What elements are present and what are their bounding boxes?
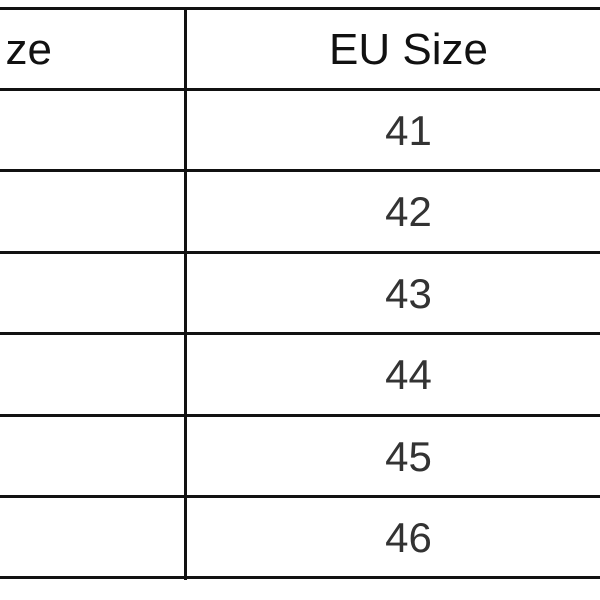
row-divider [0, 414, 600, 417]
table-row-eu: 46 [385, 513, 432, 561]
header-size-cut: ze [5, 24, 52, 74]
row-divider [0, 332, 600, 335]
row-divider [0, 495, 600, 498]
table-row-eu: 41 [385, 106, 432, 154]
header-eu-size: EU Size [329, 24, 488, 74]
column-divider [184, 8, 187, 580]
table-row-eu: 42 [385, 187, 432, 235]
table-row-eu: 44 [385, 350, 432, 398]
table-row-eu: 43 [385, 269, 432, 317]
row-divider [0, 169, 600, 172]
table-row-eu: 45 [385, 432, 432, 480]
row-divider [0, 88, 600, 91]
table-border [0, 576, 600, 579]
table-border [0, 7, 600, 10]
row-divider [0, 251, 600, 254]
